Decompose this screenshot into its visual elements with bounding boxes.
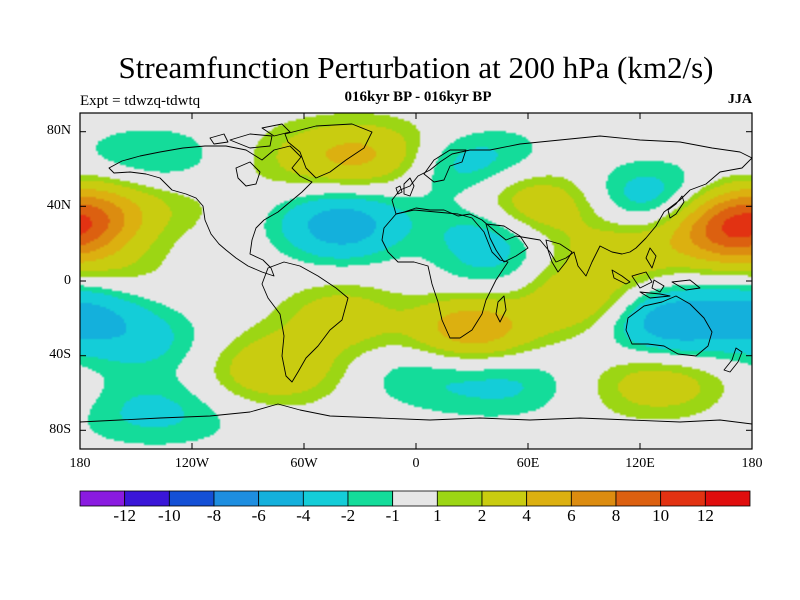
lon-tick-label: 120W (174, 456, 210, 471)
colorbar-swatch (213, 490, 260, 507)
lat-tick-label: 0 (64, 273, 71, 288)
colorbar-label: -4 (296, 506, 311, 525)
lon-tick-label: 180 (741, 456, 763, 471)
coastline-antarctica (80, 403, 752, 425)
coastline-south-america (261, 261, 349, 383)
colorbar-swatch (347, 490, 394, 507)
coastline-north-america (108, 145, 313, 277)
colorbar-label: 1 (433, 506, 442, 525)
colorbar-label: 2 (477, 506, 487, 525)
colorbar-label: 12 (696, 506, 714, 525)
coastline-arctic-islands (209, 123, 291, 149)
coastline-greenland (284, 123, 373, 179)
colorbar-label: -8 (206, 506, 222, 525)
colorbar-swatch (124, 490, 170, 507)
coastline-eurasia (391, 135, 752, 277)
lat-tick-label: 80S (49, 422, 71, 437)
coastline-scandinavia (423, 149, 467, 183)
colorbar-swatch (79, 490, 126, 507)
experiment-label: Expt = tdwzq-tdwtq (80, 93, 201, 109)
coastline-new-zealand (723, 347, 743, 373)
lat-tick-label: 80N (46, 123, 71, 138)
colorbar-label: -1 (385, 506, 400, 525)
lon-tick-label: 60E (516, 456, 540, 471)
coastline-arabia (485, 223, 529, 263)
colorbar-label: 4 (522, 506, 531, 525)
colorbar-label: 10 (652, 506, 670, 525)
colorbar-swatch (570, 490, 617, 507)
colorbar-label: 8 (611, 506, 621, 525)
colorbar-swatch (302, 490, 349, 507)
colorbar-swatch (168, 490, 215, 507)
figure-title: Streamfunction Perturbation at 200 hPa (… (118, 50, 714, 85)
coastline-japan (667, 195, 685, 219)
colorbar-label: -10 (157, 506, 181, 525)
colorbar-swatch (704, 490, 751, 507)
colorbar-swatch (481, 490, 528, 507)
contour-field (80, 113, 752, 449)
colorbar-swatch (258, 490, 304, 507)
lat-tick-label: 40N (46, 198, 71, 213)
lon-tick-label: 0 (412, 456, 420, 471)
coastline-australia (625, 295, 713, 357)
lon-tick-label: 180 (69, 456, 91, 471)
coastline-maritime-continent (611, 269, 701, 299)
coastline-philippines (645, 247, 657, 269)
lon-tick-label: 60W (290, 456, 318, 471)
coastlines (80, 123, 752, 425)
coastline-africa (381, 209, 509, 339)
colorbar-label: 6 (567, 506, 576, 525)
coastline-india (545, 239, 573, 273)
colorbar-swatch (526, 490, 572, 507)
colorbar-label: -2 (340, 506, 356, 525)
lat-tick-label: 40S (49, 347, 71, 362)
lon-tick-label: 120E (625, 456, 655, 471)
colorbar-label: -6 (251, 506, 266, 525)
colorbar-swatch (392, 490, 438, 507)
colorbar-swatch (615, 490, 662, 507)
coastline-british-isles (395, 177, 415, 197)
coastline-madagascar (495, 295, 507, 323)
coastline-hudson-bay (235, 161, 261, 187)
figure-subtitle: 016kyr BP - 016kyr BP (344, 89, 492, 105)
colorbar-label: -12 (113, 506, 136, 525)
colorbar-swatch (660, 490, 706, 507)
axis-ticks (80, 113, 752, 449)
season-label: JJA (727, 92, 752, 107)
colorbar-swatch (436, 490, 483, 507)
